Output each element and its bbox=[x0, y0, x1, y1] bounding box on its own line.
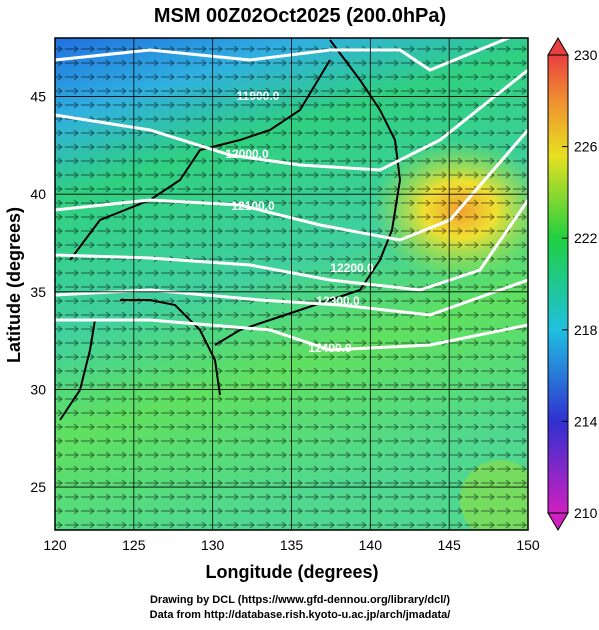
contour-label: 12000.0 bbox=[225, 147, 269, 161]
title: MSM 00Z02Oct2025 (200.0hPa) bbox=[154, 5, 446, 27]
contour-label: 12400.0 bbox=[308, 341, 352, 355]
x-tick-label: 140 bbox=[359, 537, 383, 553]
y-tick-label: 40 bbox=[30, 186, 46, 202]
y-tick-label: 25 bbox=[30, 479, 46, 495]
colorbar-cap-bottom bbox=[547, 512, 569, 531]
x-tick-label: 135 bbox=[280, 537, 304, 553]
y-tick-label: 45 bbox=[30, 89, 46, 105]
x-axis-label: Longitude (degrees) bbox=[205, 562, 378, 582]
colorbar bbox=[547, 54, 569, 514]
x-tick-label: 120 bbox=[43, 537, 67, 553]
colorbar-tick-label: 222 bbox=[574, 230, 598, 246]
y-tick-label: 35 bbox=[30, 284, 46, 300]
colorbar-tick-label: 214 bbox=[574, 413, 598, 429]
credit: Drawing by DCL (https://www.gfd-dennou.o… bbox=[150, 594, 450, 606]
contour-labels: 11900.0 12000.0 12100.0 12200.0 12300.0 12400… bbox=[225, 89, 374, 355]
credit: Data from http://database.rish.kyoto-u.a… bbox=[150, 609, 451, 621]
contour-label: 12200.0 bbox=[330, 261, 374, 275]
contour-label: 12100.0 bbox=[231, 199, 275, 213]
contour-label: 11900.0 bbox=[237, 89, 280, 103]
plot-frame bbox=[54, 37, 529, 531]
colorbar-tick-label: 210 bbox=[574, 505, 598, 521]
x-tick-label: 125 bbox=[122, 537, 146, 553]
colorbar-tick-label: 230 bbox=[574, 47, 598, 63]
colorbar-tick-label: 226 bbox=[574, 139, 598, 155]
x-tick-label: 130 bbox=[201, 537, 225, 553]
x-tick-label: 145 bbox=[437, 537, 461, 553]
y-axis-label: Latitude (degrees) bbox=[4, 207, 24, 363]
colorbar-tick-label: 218 bbox=[574, 322, 598, 338]
coastlines bbox=[59, 39, 402, 421]
x-tick-label: 150 bbox=[516, 537, 540, 553]
plot-area: 11900.0 12000.0 12100.0 12200.0 12300.0 12400… bbox=[55, 38, 528, 530]
colorbar-cap-top bbox=[547, 37, 569, 56]
y-tick-label: 30 bbox=[30, 381, 46, 397]
contour-label: 12300.0 bbox=[316, 294, 360, 308]
